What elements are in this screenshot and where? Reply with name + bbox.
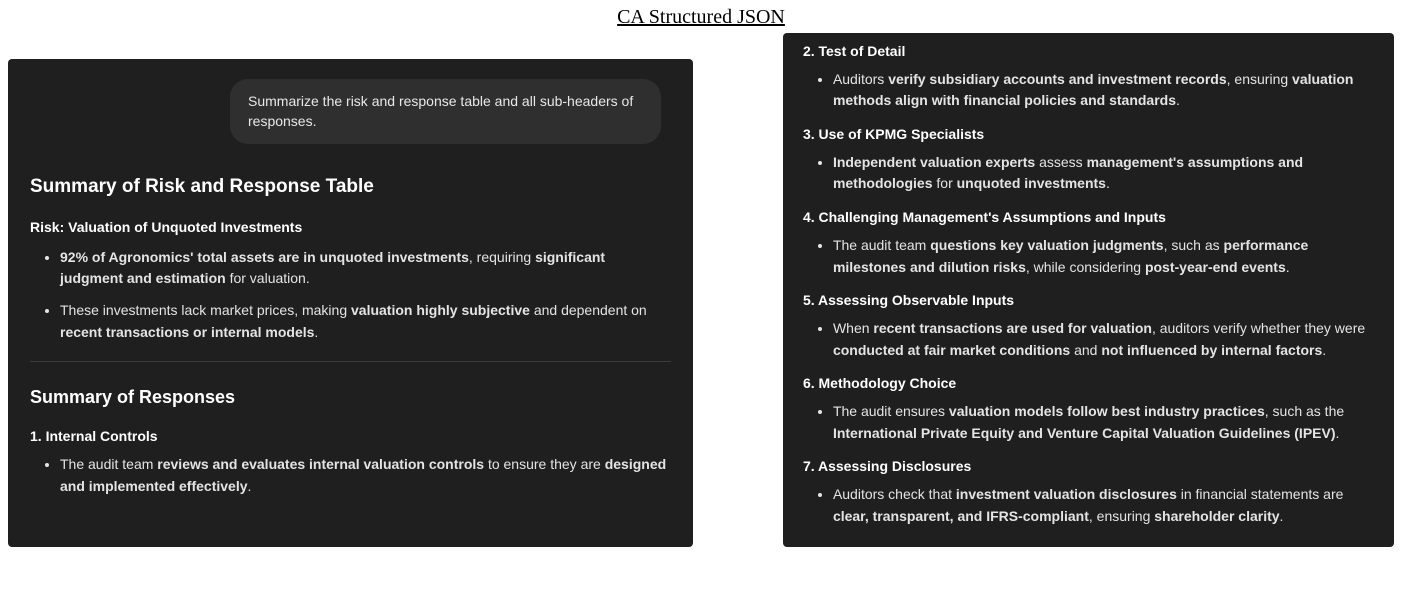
plain-text: in financial statements are bbox=[1177, 486, 1344, 502]
user-prompt-bubble: Summarize the risk and response table an… bbox=[230, 79, 661, 144]
list-item: Independent valuation experts assess man… bbox=[833, 152, 1374, 195]
bold-text: 92% of Agronomics' total assets are in u… bbox=[60, 249, 469, 265]
response-1-bullet-list: The audit team reviews and evaluates int… bbox=[30, 454, 671, 497]
plain-text: . bbox=[1286, 259, 1290, 275]
plain-text: The audit ensures bbox=[833, 403, 949, 419]
response-heading: 3. Use of KPMG Specialists bbox=[803, 124, 1374, 146]
plain-text: These investments lack market prices, ma… bbox=[60, 302, 351, 318]
bold-text: investment valuation disclosures bbox=[956, 486, 1177, 502]
bold-text: conducted at fair market conditions bbox=[833, 342, 1070, 358]
plain-text: . bbox=[248, 478, 252, 494]
list-item: When recent transactions are used for va… bbox=[833, 318, 1374, 361]
list-item: The audit team questions key valuation j… bbox=[833, 235, 1374, 278]
list-item: 92% of Agronomics' total assets are in u… bbox=[60, 247, 671, 290]
bold-text: not influenced by internal factors bbox=[1101, 342, 1322, 358]
plain-text: , requiring bbox=[469, 249, 535, 265]
plain-text: , while considering bbox=[1026, 259, 1145, 275]
plain-text: , ensuring bbox=[1089, 508, 1154, 524]
content-columns: Summarize the risk and response table an… bbox=[0, 33, 1402, 547]
plain-text: The audit team bbox=[60, 456, 157, 472]
response-bullet-list: Auditors check that investment valuation… bbox=[803, 484, 1374, 527]
bold-text: shareholder clarity bbox=[1154, 508, 1279, 524]
response-bullet-list: The audit ensures valuation models follo… bbox=[803, 401, 1374, 444]
bold-text: reviews and evaluates internal valuation… bbox=[157, 456, 484, 472]
plain-text: When bbox=[833, 320, 873, 336]
list-item: Auditors check that investment valuation… bbox=[833, 484, 1374, 527]
bold-text: International Private Equity and Venture… bbox=[833, 425, 1336, 441]
risk-heading: Risk: Valuation of Unquoted Investments bbox=[30, 217, 671, 239]
plain-text: for bbox=[933, 175, 957, 191]
section-divider bbox=[30, 361, 671, 362]
plain-text: . bbox=[1106, 175, 1110, 191]
responses-heading: Summary of Responses bbox=[30, 384, 671, 412]
response-bullet-list: The audit team questions key valuation j… bbox=[803, 235, 1374, 278]
plain-text: The audit team bbox=[833, 237, 930, 253]
response-heading: 7. Assessing Disclosures bbox=[803, 456, 1374, 478]
bold-text: Independent valuation experts bbox=[833, 154, 1035, 170]
plain-text: assess bbox=[1035, 154, 1086, 170]
bold-text: unquoted investments bbox=[957, 175, 1106, 191]
response-heading: 5. Assessing Observable Inputs bbox=[803, 290, 1374, 312]
response-bullet-list: Independent valuation experts assess man… bbox=[803, 152, 1374, 195]
plain-text: , auditors verify whether they were bbox=[1152, 320, 1365, 336]
page-title: CA Structured JSON bbox=[0, 0, 1402, 33]
response-1-heading: 1. Internal Controls bbox=[30, 426, 671, 448]
plain-text: Auditors check that bbox=[833, 486, 956, 502]
plain-text: . bbox=[314, 324, 318, 340]
plain-text: . bbox=[1336, 425, 1340, 441]
bold-text: questions key valuation judgments bbox=[930, 237, 1163, 253]
plain-text: , such as the bbox=[1265, 403, 1344, 419]
plain-text: and dependent on bbox=[530, 302, 647, 318]
response-bullet-list: Auditors verify subsidiary accounts and … bbox=[803, 69, 1374, 112]
list-item: These investments lack market prices, ma… bbox=[60, 300, 671, 343]
bold-text: recent transactions or internal models bbox=[60, 324, 314, 340]
plain-text: , ensuring bbox=[1227, 71, 1292, 87]
plain-text: and bbox=[1070, 342, 1101, 358]
plain-text: . bbox=[1322, 342, 1326, 358]
list-item: The audit team reviews and evaluates int… bbox=[60, 454, 671, 497]
response-bullet-list: When recent transactions are used for va… bbox=[803, 318, 1374, 361]
response-heading: 2. Test of Detail bbox=[803, 41, 1374, 63]
chat-panel-left: Summarize the risk and response table an… bbox=[8, 59, 693, 547]
bold-text: verify subsidiary accounts and investmen… bbox=[888, 71, 1226, 87]
plain-text: . bbox=[1176, 92, 1180, 108]
plain-text: , such as bbox=[1164, 237, 1224, 253]
bold-text: clear, transparent, and IFRS-compliant bbox=[833, 508, 1089, 524]
summary-heading: Summary of Risk and Response Table bbox=[30, 172, 671, 201]
bold-text: valuation models follow best industry pr… bbox=[949, 403, 1265, 419]
list-item: The audit ensures valuation models follo… bbox=[833, 401, 1374, 444]
response-heading: 4. Challenging Management's Assumptions … bbox=[803, 207, 1374, 229]
bold-text: recent transactions are used for valuati… bbox=[873, 320, 1152, 336]
bold-text: valuation highly subjective bbox=[351, 302, 530, 318]
plain-text: Auditors bbox=[833, 71, 888, 87]
plain-text: for valuation. bbox=[226, 270, 310, 286]
list-item: Auditors verify subsidiary accounts and … bbox=[833, 69, 1374, 112]
plain-text: . bbox=[1280, 508, 1284, 524]
chat-panel-right: 2. Test of Detail Auditors verify subsidi… bbox=[783, 33, 1394, 547]
response-heading: 6. Methodology Choice bbox=[803, 373, 1374, 395]
plain-text: to ensure they are bbox=[484, 456, 605, 472]
risk-bullet-list: 92% of Agronomics' total assets are in u… bbox=[30, 247, 671, 344]
bold-text: post-year-end events bbox=[1145, 259, 1286, 275]
